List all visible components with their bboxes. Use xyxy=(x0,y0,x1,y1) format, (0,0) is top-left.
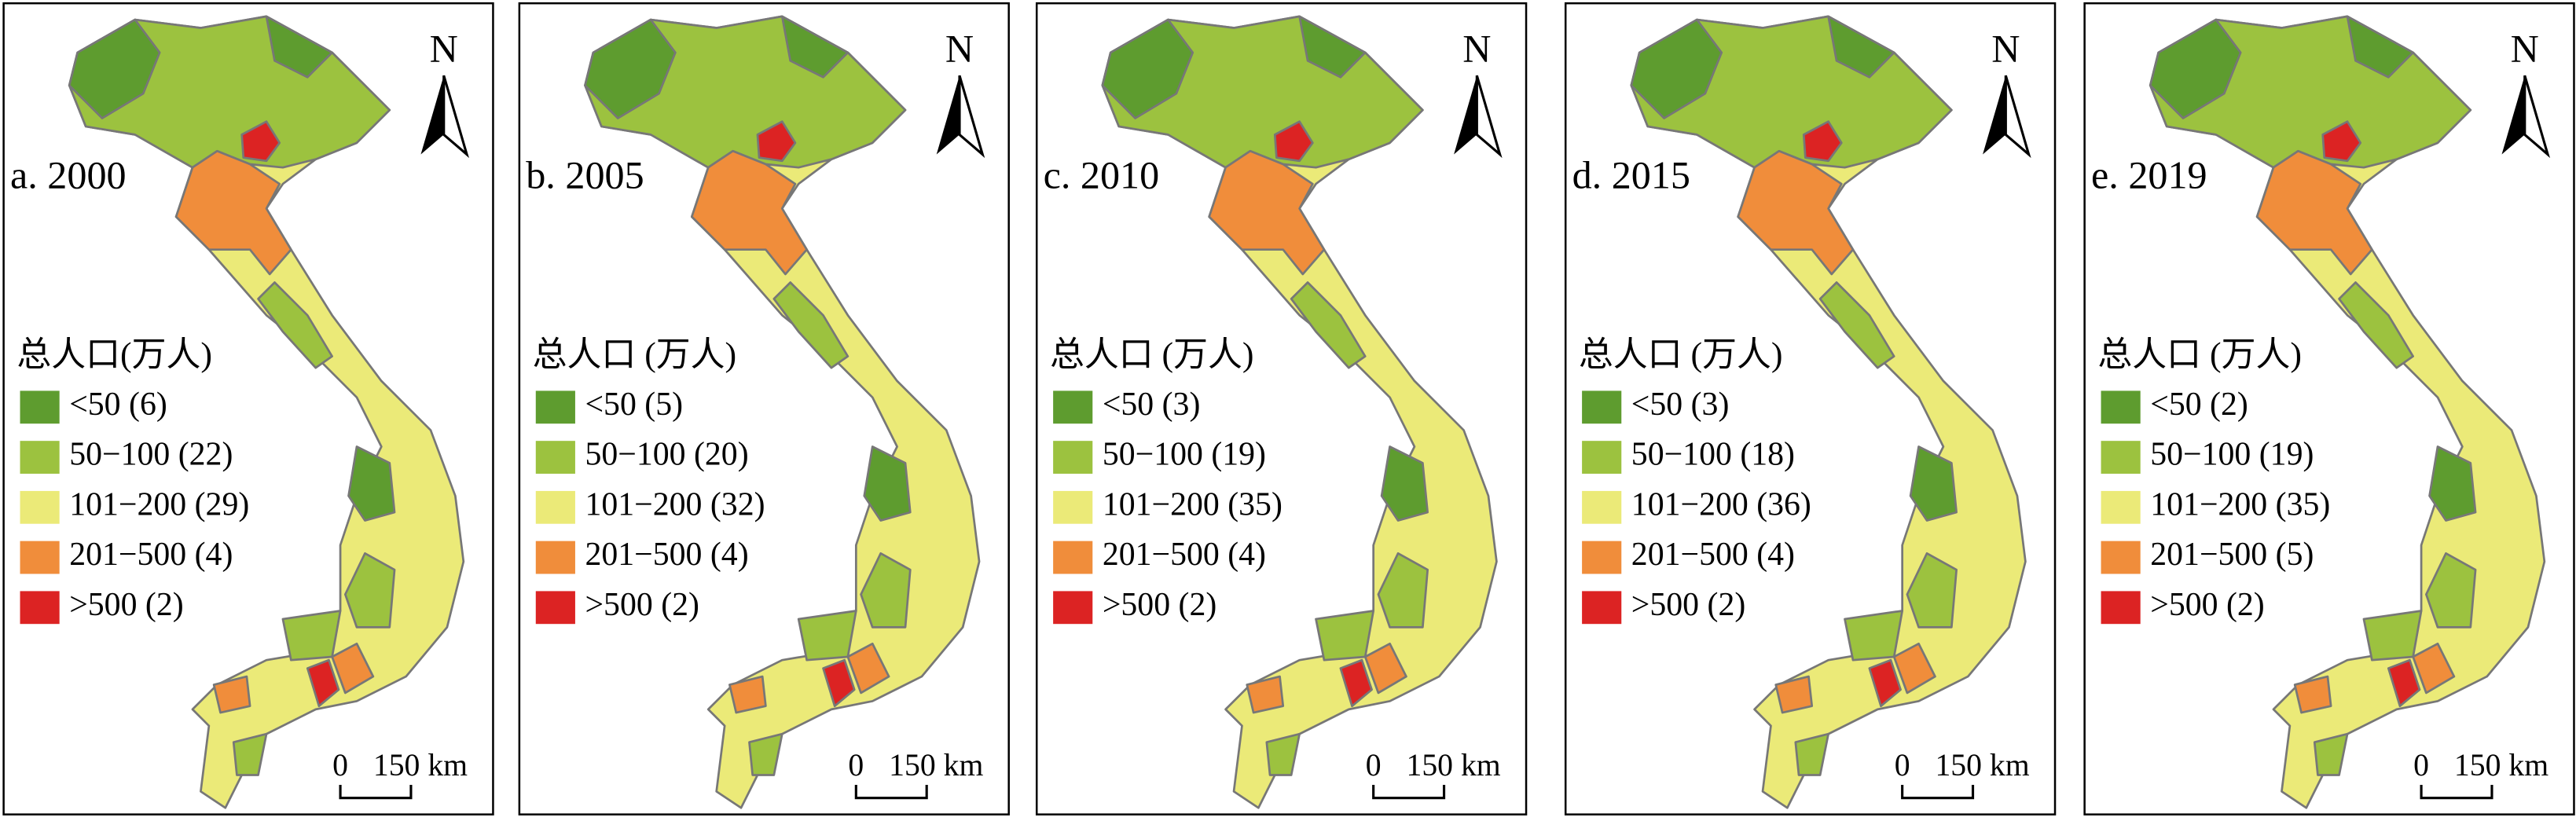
panel-title: d. 2015 xyxy=(1572,152,1690,196)
legend-swatch xyxy=(20,490,60,524)
panel-title: a. 2000 xyxy=(10,152,127,196)
north-label: N xyxy=(945,26,974,70)
legend-label: >500 (2) xyxy=(585,587,699,623)
scale-label: 150 km xyxy=(889,748,983,783)
legend-swatch xyxy=(535,441,575,474)
legend-swatch xyxy=(2101,591,2141,625)
north-arrow-left xyxy=(1983,75,2006,155)
legend-label: <50 (2) xyxy=(2150,387,2248,423)
legend-swatch xyxy=(20,591,60,625)
scale-label: 0 xyxy=(1366,748,1382,783)
legend-swatch xyxy=(1582,541,1622,574)
panel-title: e. 2019 xyxy=(2091,152,2207,196)
legend-label: 201−500 (4) xyxy=(69,537,233,573)
scale-label: 150 km xyxy=(2454,748,2548,783)
legend-label: <50 (3) xyxy=(1631,387,1730,423)
legend-swatch xyxy=(1582,390,1622,424)
legend-swatch xyxy=(2101,441,2141,474)
map-panel: e. 2019 N 总人口 (万人) <50 (2) 50−100 (19) 101−20… xyxy=(2083,2,2575,816)
legend-label: 201−500 (4) xyxy=(585,537,748,573)
north-arrow-right xyxy=(1475,75,1503,159)
legend-swatch xyxy=(535,490,575,524)
legend-swatch xyxy=(2101,390,2141,424)
north-label: N xyxy=(430,26,458,70)
legend-swatch xyxy=(535,390,575,424)
legend-label: <50 (3) xyxy=(1103,387,1201,423)
legend-swatch xyxy=(1582,490,1622,524)
legend-label: 101−200 (35) xyxy=(1103,486,1282,522)
north-arrow-right xyxy=(2523,75,2551,159)
legend-label: 101−200 (35) xyxy=(2150,486,2330,522)
scale-label: 0 xyxy=(1895,748,1910,783)
panel-title: b. 2005 xyxy=(526,152,644,196)
legend-swatch xyxy=(1582,591,1622,625)
scale-label: 150 km xyxy=(1935,748,2029,783)
legend-label: 201−500 (4) xyxy=(1631,537,1795,573)
scale-bar xyxy=(1901,785,1975,800)
legend-label: >500 (2) xyxy=(69,587,183,623)
legend-swatch xyxy=(2101,541,2141,574)
scale-label: 150 km xyxy=(373,748,468,783)
legend-swatch xyxy=(1053,441,1093,474)
north-label: N xyxy=(1991,26,2020,70)
legend-label: 50−100 (18) xyxy=(1631,437,1795,473)
legend-swatch xyxy=(1582,441,1622,474)
north-arrow-left xyxy=(2501,75,2525,155)
legend-title: 总人口 (万人) xyxy=(1050,336,1254,374)
legend-title: 总人口 (万人) xyxy=(533,336,737,374)
legend-swatch xyxy=(1053,490,1093,524)
scale-bar xyxy=(339,785,413,800)
legend-label: 101−200 (36) xyxy=(1631,486,1811,522)
map-panel: b. 2005 N 总人口 (万人) <50 (5) 50−100 (20) 101−20… xyxy=(518,2,1010,816)
legend-title: 总人口 (万人) xyxy=(2097,336,2302,374)
legend-label: >500 (2) xyxy=(2150,587,2264,623)
legend-label: 101−200 (29) xyxy=(69,486,249,522)
north-arrow-left xyxy=(420,75,444,155)
scale-bar xyxy=(2420,785,2493,800)
legend-title: 总人口(万人) xyxy=(17,336,212,374)
legend-swatch xyxy=(1053,591,1093,625)
north-arrow-right xyxy=(2004,75,2031,159)
legend-swatch xyxy=(20,441,60,474)
legend-label: 50−100 (22) xyxy=(69,437,233,473)
map-panel: a. 2000 N 总人口(万人) <50 (6) 50−100 (22) 101−200… xyxy=(2,2,494,816)
legend-swatch xyxy=(535,541,575,574)
legend-label: <50 (5) xyxy=(585,387,683,423)
legend-label: <50 (6) xyxy=(69,387,167,423)
legend-label: 101−200 (32) xyxy=(585,486,765,522)
legend-swatch xyxy=(20,541,60,574)
legend-swatch xyxy=(535,591,575,625)
north-label: N xyxy=(1462,26,1491,70)
scale-label: 0 xyxy=(848,748,864,783)
scale-label: 0 xyxy=(332,748,348,783)
legend-title: 总人口 (万人) xyxy=(1579,336,1783,374)
north-label: N xyxy=(2511,26,2539,70)
scale-bar xyxy=(854,785,928,800)
legend-swatch xyxy=(2101,490,2141,524)
north-arrow-right xyxy=(958,75,985,159)
north-arrow-right xyxy=(442,75,469,159)
scale-bar xyxy=(1372,785,1446,800)
legend-label: >500 (2) xyxy=(1631,587,1745,623)
legend-label: 50−100 (20) xyxy=(585,437,748,473)
legend-label: 50−100 (19) xyxy=(1103,437,1266,473)
legend-label: 50−100 (19) xyxy=(2150,437,2314,473)
legend-swatch xyxy=(20,390,60,424)
scale-label: 150 km xyxy=(1406,748,1500,783)
map-panel: c. 2010 N 总人口 (万人) <50 (3) 50−100 (19) 101−20… xyxy=(1035,2,1528,816)
panel-title: c. 2010 xyxy=(1044,152,1160,196)
legend-label: 201−500 (5) xyxy=(2150,537,2314,573)
legend-label: 201−500 (4) xyxy=(1103,537,1266,573)
map-panel: d. 2015 N 总人口 (万人) <50 (3) 50−100 (18) 101−20… xyxy=(1564,2,2057,816)
legend-swatch xyxy=(1053,541,1093,574)
legend-label: >500 (2) xyxy=(1103,587,1216,623)
scale-label: 0 xyxy=(2413,748,2429,783)
legend-swatch xyxy=(1053,390,1093,424)
